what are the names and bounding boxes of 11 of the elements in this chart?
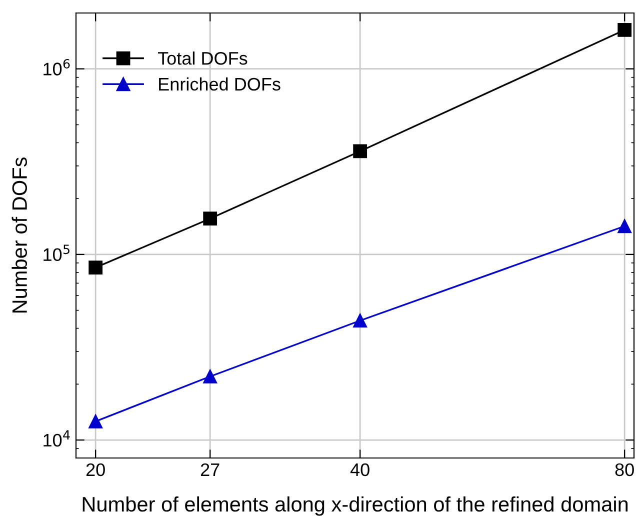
x-tick-label: 40 — [350, 463, 370, 476]
x-tick-label: 20 — [86, 463, 105, 476]
x-tick-label: 27 — [200, 463, 220, 476]
y-tick-label: 10$^{4}$ — [44, 430, 70, 447]
legend-label: Total DOFs — [158, 52, 248, 65]
y-tick-label: 10$^{5}$ — [44, 244, 70, 262]
y-tick-label: 10$^{6}$ — [44, 58, 70, 76]
y-axis-title: Number of DOFs — [12, 158, 28, 313]
x-axis-title: Number of elements along x-direction of the refined domain — [82, 496, 628, 516]
legend-label: Enriched DOFs — [159, 77, 280, 91]
x-tick-label: 80 — [615, 463, 634, 476]
